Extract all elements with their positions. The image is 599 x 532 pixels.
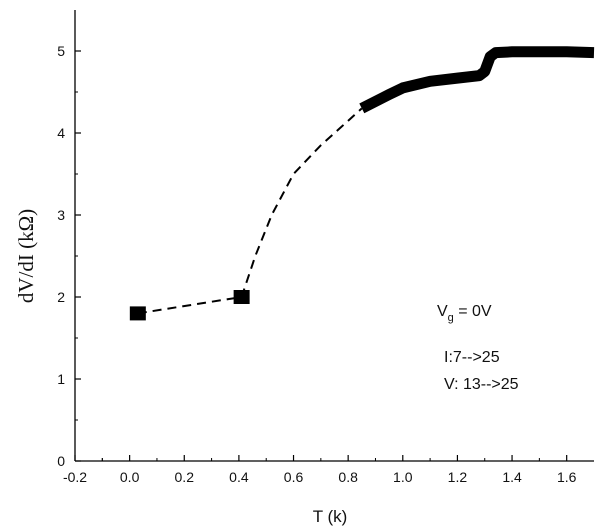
x-tick-label: 0.8	[338, 469, 358, 485]
x-tick-label: 0.2	[175, 469, 195, 485]
plot-area	[129, 46, 595, 321]
y-tick-label: 5	[57, 43, 65, 59]
x-tick-label: 1.4	[502, 469, 522, 485]
x-tick-label: 0.4	[229, 469, 249, 485]
y-tick-label: 2	[57, 289, 65, 305]
annotation-voltage-range: V: 13-->25	[444, 376, 519, 393]
y-tick-label: 1	[57, 371, 65, 387]
annotation-current-range: I:7-->25	[444, 349, 500, 366]
x-tick-label: 0.0	[120, 469, 140, 485]
x-tick-label: -0.2	[63, 469, 87, 485]
annotation-vg-subscript: g	[448, 312, 454, 324]
x-tick-label: 1.2	[448, 469, 468, 485]
y-tick-label: 4	[57, 125, 65, 141]
annotation-vg-v: V	[437, 303, 448, 320]
y-tick-label: 0	[57, 453, 65, 469]
y-tick-label: 3	[57, 207, 65, 223]
x-tick-label: 1.0	[393, 469, 413, 485]
x-axis-title: T (k)	[313, 507, 348, 526]
annotation-vg: Vg = 0V	[437, 303, 492, 324]
annotation-vg-value: = 0V	[454, 303, 492, 320]
dashed-trend-line	[137, 107, 363, 315]
x-tick-label: 1.6	[557, 469, 577, 485]
tick-labels: -0.2 0.0 0.2 0.4 0.6 0.8 1.0 1.2 1.4 1.6 0 1 2 3 4 5	[57, 43, 576, 485]
axes	[74, 10, 594, 462]
thick-data-line	[359, 46, 595, 114]
x-tick-label: 0.6	[284, 469, 304, 485]
y-axis-title: dV/dI (kΩ)	[14, 209, 38, 303]
